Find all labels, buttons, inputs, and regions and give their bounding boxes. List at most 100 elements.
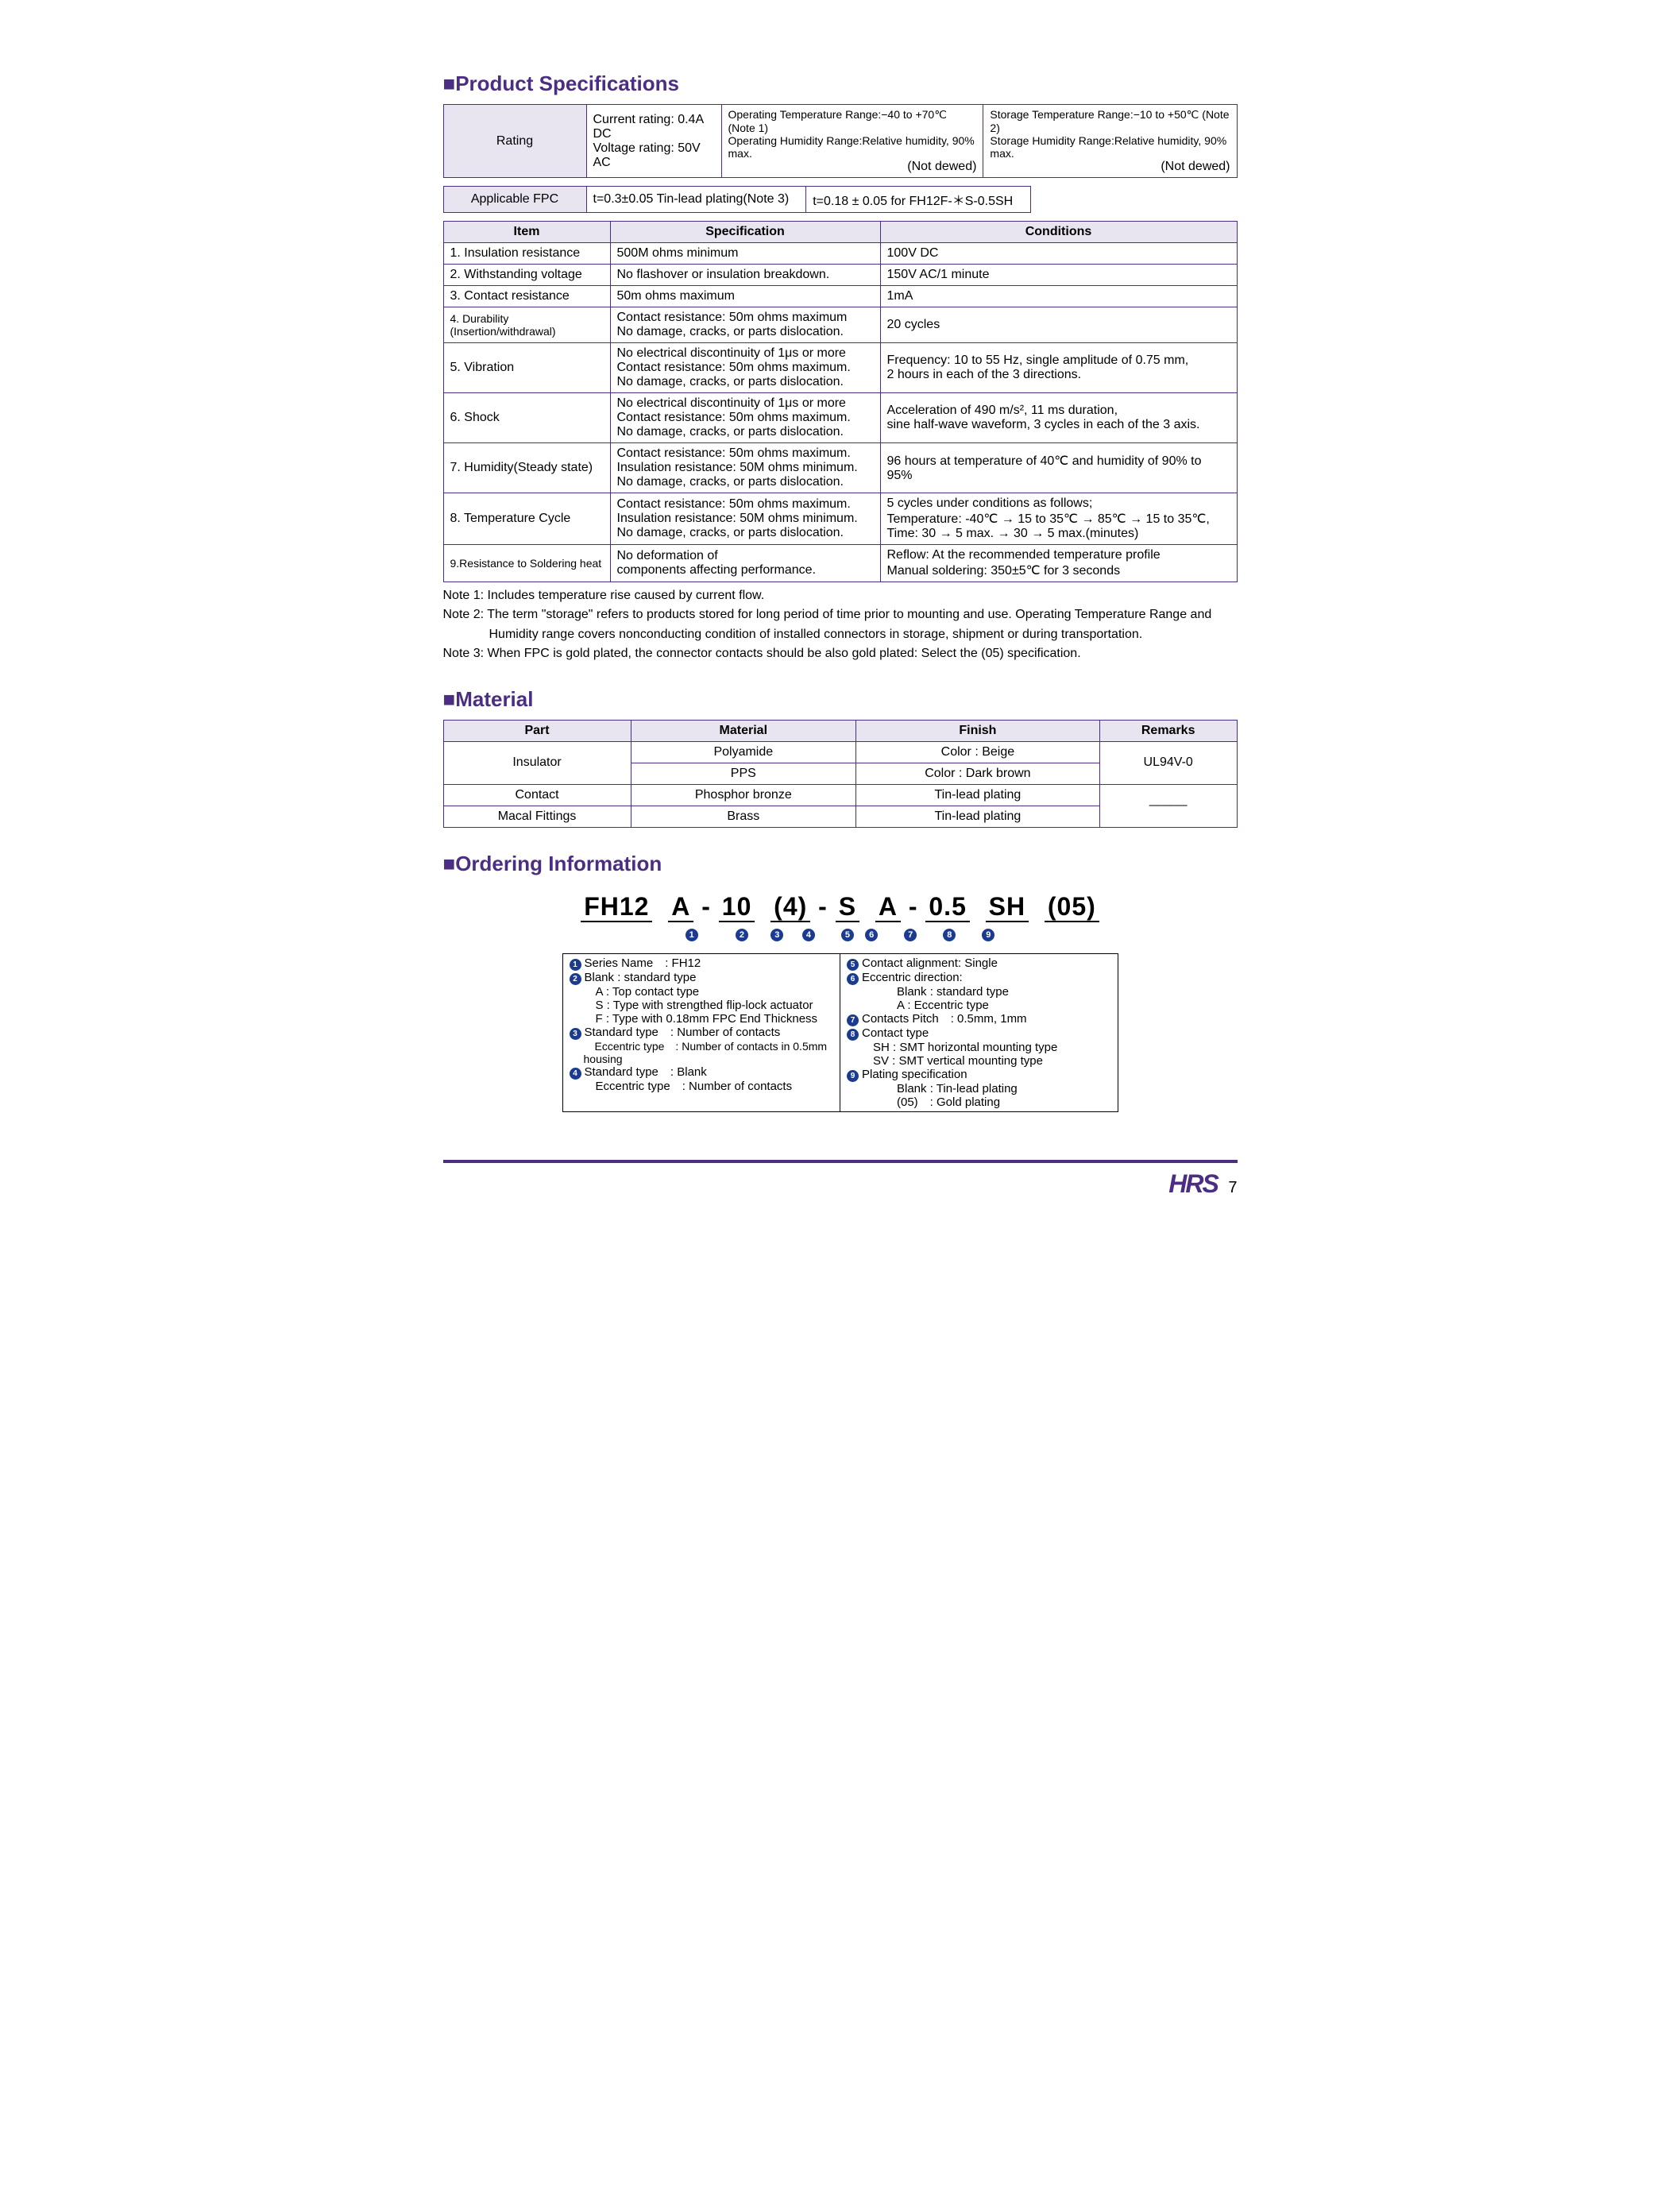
ord-line: 2Blank : standard type: [570, 971, 834, 985]
ord-line: 4Standard type : Blank: [570, 1065, 834, 1080]
fpc-c2: t=0.18 ± 0.05 for FH12F-＊S-0.5SH: [806, 187, 1030, 213]
storage-range: Storage Temperature Range:−10 to +50℃ (N…: [983, 105, 1237, 178]
code-part: A: [668, 892, 693, 922]
marker-4: 4: [802, 929, 815, 941]
heading-material: ■Material: [443, 687, 1238, 712]
spec-h-spec: Specification: [610, 222, 880, 243]
cell: Color : Beige: [855, 741, 1099, 763]
cell: Insulator: [443, 741, 631, 784]
ord-line: F : Type with 0.18mm FPC End Thickness: [570, 1012, 834, 1026]
ord-line: Blank : Tin-lead plating: [847, 1082, 1111, 1095]
code-part: 0.5: [925, 892, 969, 922]
ordering-table: 1Series Name : FH12 2Blank : standard ty…: [562, 953, 1118, 1112]
note-2b: Humidity range covers nonconducting cond…: [443, 626, 1238, 643]
cell: 5 cycles under conditions as follows; Te…: [880, 493, 1237, 545]
code-part: S: [836, 892, 859, 922]
marker-6: 6: [865, 929, 878, 941]
code-part: SH: [986, 892, 1029, 922]
mat-h-part: Part: [443, 720, 631, 741]
table-row: 6. ShockNo electrical discontinuity of 1…: [443, 393, 1237, 443]
cell: Contact resistance: 50m ohms maximum No …: [610, 307, 880, 343]
notes: Note 1: Includes temperature rise caused…: [443, 587, 1238, 663]
cell: Acceleration of 490 m/s², 11 ms duration…: [880, 393, 1237, 443]
cell: 8. Temperature Cycle: [443, 493, 610, 545]
cell: 5. Vibration: [443, 343, 610, 393]
ord-line: (05) : Gold plating: [847, 1095, 1111, 1109]
code-part: 10: [719, 892, 755, 922]
ord-line: 8Contact type: [847, 1026, 1111, 1041]
cell: 2. Withstanding voltage: [443, 265, 610, 286]
marker-7: 7: [904, 929, 917, 941]
code-sep: -: [818, 892, 828, 921]
marker-2: 2: [736, 929, 748, 941]
cell: 1mA: [880, 286, 1237, 307]
cell: 96 hours at temperature of 40℃ and humid…: [880, 443, 1237, 493]
table-row: Insulator Polyamide Color : Beige UL94V-…: [443, 741, 1237, 763]
ord-line: Eccentric type : Number of contacts in 0…: [570, 1040, 834, 1065]
cell: No electrical discontinuity of 1μs or mo…: [610, 393, 880, 443]
ord-line: Eccentric type : Number of contacts: [570, 1080, 834, 1093]
ord-line: 3Standard type : Number of contacts: [570, 1026, 834, 1040]
cell: Frequency: 10 to 55 Hz, single amplitude…: [880, 343, 1237, 393]
cell: No electrical discontinuity of 1μs or mo…: [610, 343, 880, 393]
ord-line: SV : SMT vertical mounting type: [847, 1054, 1111, 1068]
footer: HRS 7: [443, 1160, 1238, 1199]
ord-line: 7Contacts Pitch : 0.5mm, 1mm: [847, 1012, 1111, 1026]
mat-h-fin: Finish: [855, 720, 1099, 741]
cell: Tin-lead plating: [855, 784, 1099, 806]
table-row: 7. Humidity(Steady state)Contact resista…: [443, 443, 1237, 493]
ordering-code: FH12 A - 10 (4) - S A - 0.5 SH (05): [443, 892, 1238, 922]
rating-label: Rating: [443, 105, 586, 178]
cell: 20 cycles: [880, 307, 1237, 343]
code-part: FH12: [581, 892, 652, 922]
cell: 3. Contact resistance: [443, 286, 610, 307]
cell: Contact resistance: 50m ohms maximum. In…: [610, 493, 880, 545]
cell: No flashover or insulation breakdown.: [610, 265, 880, 286]
st-hum: Storage Humidity Range:Relative humidity…: [990, 134, 1230, 160]
table-row: 1. Insulation resistance500M ohms minimu…: [443, 243, 1237, 265]
hrs-logo: HRS: [1168, 1169, 1218, 1198]
cell: 50m ohms maximum: [610, 286, 880, 307]
note-1: Note 1: Includes temperature rise caused…: [443, 587, 1238, 605]
cell: 500M ohms minimum: [610, 243, 880, 265]
cell: Tin-lead plating: [855, 806, 1099, 827]
ord-line: 1Series Name : FH12: [570, 956, 834, 971]
cell: 4. Durability (Insertion/withdrawal): [443, 307, 610, 343]
ord-line: 9Plating specification: [847, 1068, 1111, 1082]
operating-range: Operating Temperature Range:−40 to +70℃ …: [721, 105, 983, 178]
cell: 9.Resistance to Soldering heat: [443, 545, 610, 582]
cell: Phosphor bronze: [631, 784, 855, 806]
cell: 100V DC: [880, 243, 1237, 265]
ord-line: A : Eccentric type: [847, 999, 1111, 1012]
cell: No deformation of components affecting p…: [610, 545, 880, 582]
heading-spec: ■Product Specifications: [443, 71, 1238, 96]
marker-5: 5: [841, 929, 854, 941]
ord-line: SH : SMT horizontal mounting type: [847, 1041, 1111, 1054]
current-rating: Current rating: 0.4A DC: [593, 113, 715, 141]
table-row: 3. Contact resistance50m ohms maximum1mA: [443, 286, 1237, 307]
cell: 150V AC/1 minute: [880, 265, 1237, 286]
table-row: Contact Phosphor bronze Tin-lead plating…: [443, 784, 1237, 806]
ord-left-col: 1Series Name : FH12 2Blank : standard ty…: [562, 953, 840, 1111]
code-part: (05): [1045, 892, 1099, 922]
mat-h-rem: Remarks: [1099, 720, 1237, 741]
code-sep: -: [701, 892, 711, 921]
page-number: 7: [1228, 1179, 1237, 1196]
fpc-c1: t=0.3±0.05 Tin-lead plating(Note 3): [586, 187, 806, 213]
ord-line: A : Top contact type: [570, 985, 834, 999]
st-dew: (Not dewed): [990, 160, 1230, 174]
rating-values: Current rating: 0.4A DC Voltage rating: …: [586, 105, 721, 178]
marker-9: 9: [982, 929, 994, 941]
fpc-table: Applicable FPC t=0.3±0.05 Tin-lead plati…: [443, 186, 1031, 213]
cell: Brass: [631, 806, 855, 827]
op-temp: Operating Temperature Range:−40 to +70℃ …: [728, 108, 977, 134]
code-part: A: [875, 892, 901, 922]
ord-line: Blank : standard type: [847, 985, 1111, 999]
op-dew: (Not dewed): [728, 160, 977, 174]
cell: Contact: [443, 784, 631, 806]
ord-line: 6Eccentric direction:: [847, 971, 1111, 985]
table-row: 2. Withstanding voltageNo flashover or i…: [443, 265, 1237, 286]
note-2a: Note 2: The term "storage" refers to pro…: [443, 606, 1238, 624]
rating-table: Rating Current rating: 0.4A DC Voltage r…: [443, 104, 1238, 178]
material-table: Part Material Finish Remarks Insulator P…: [443, 720, 1238, 828]
